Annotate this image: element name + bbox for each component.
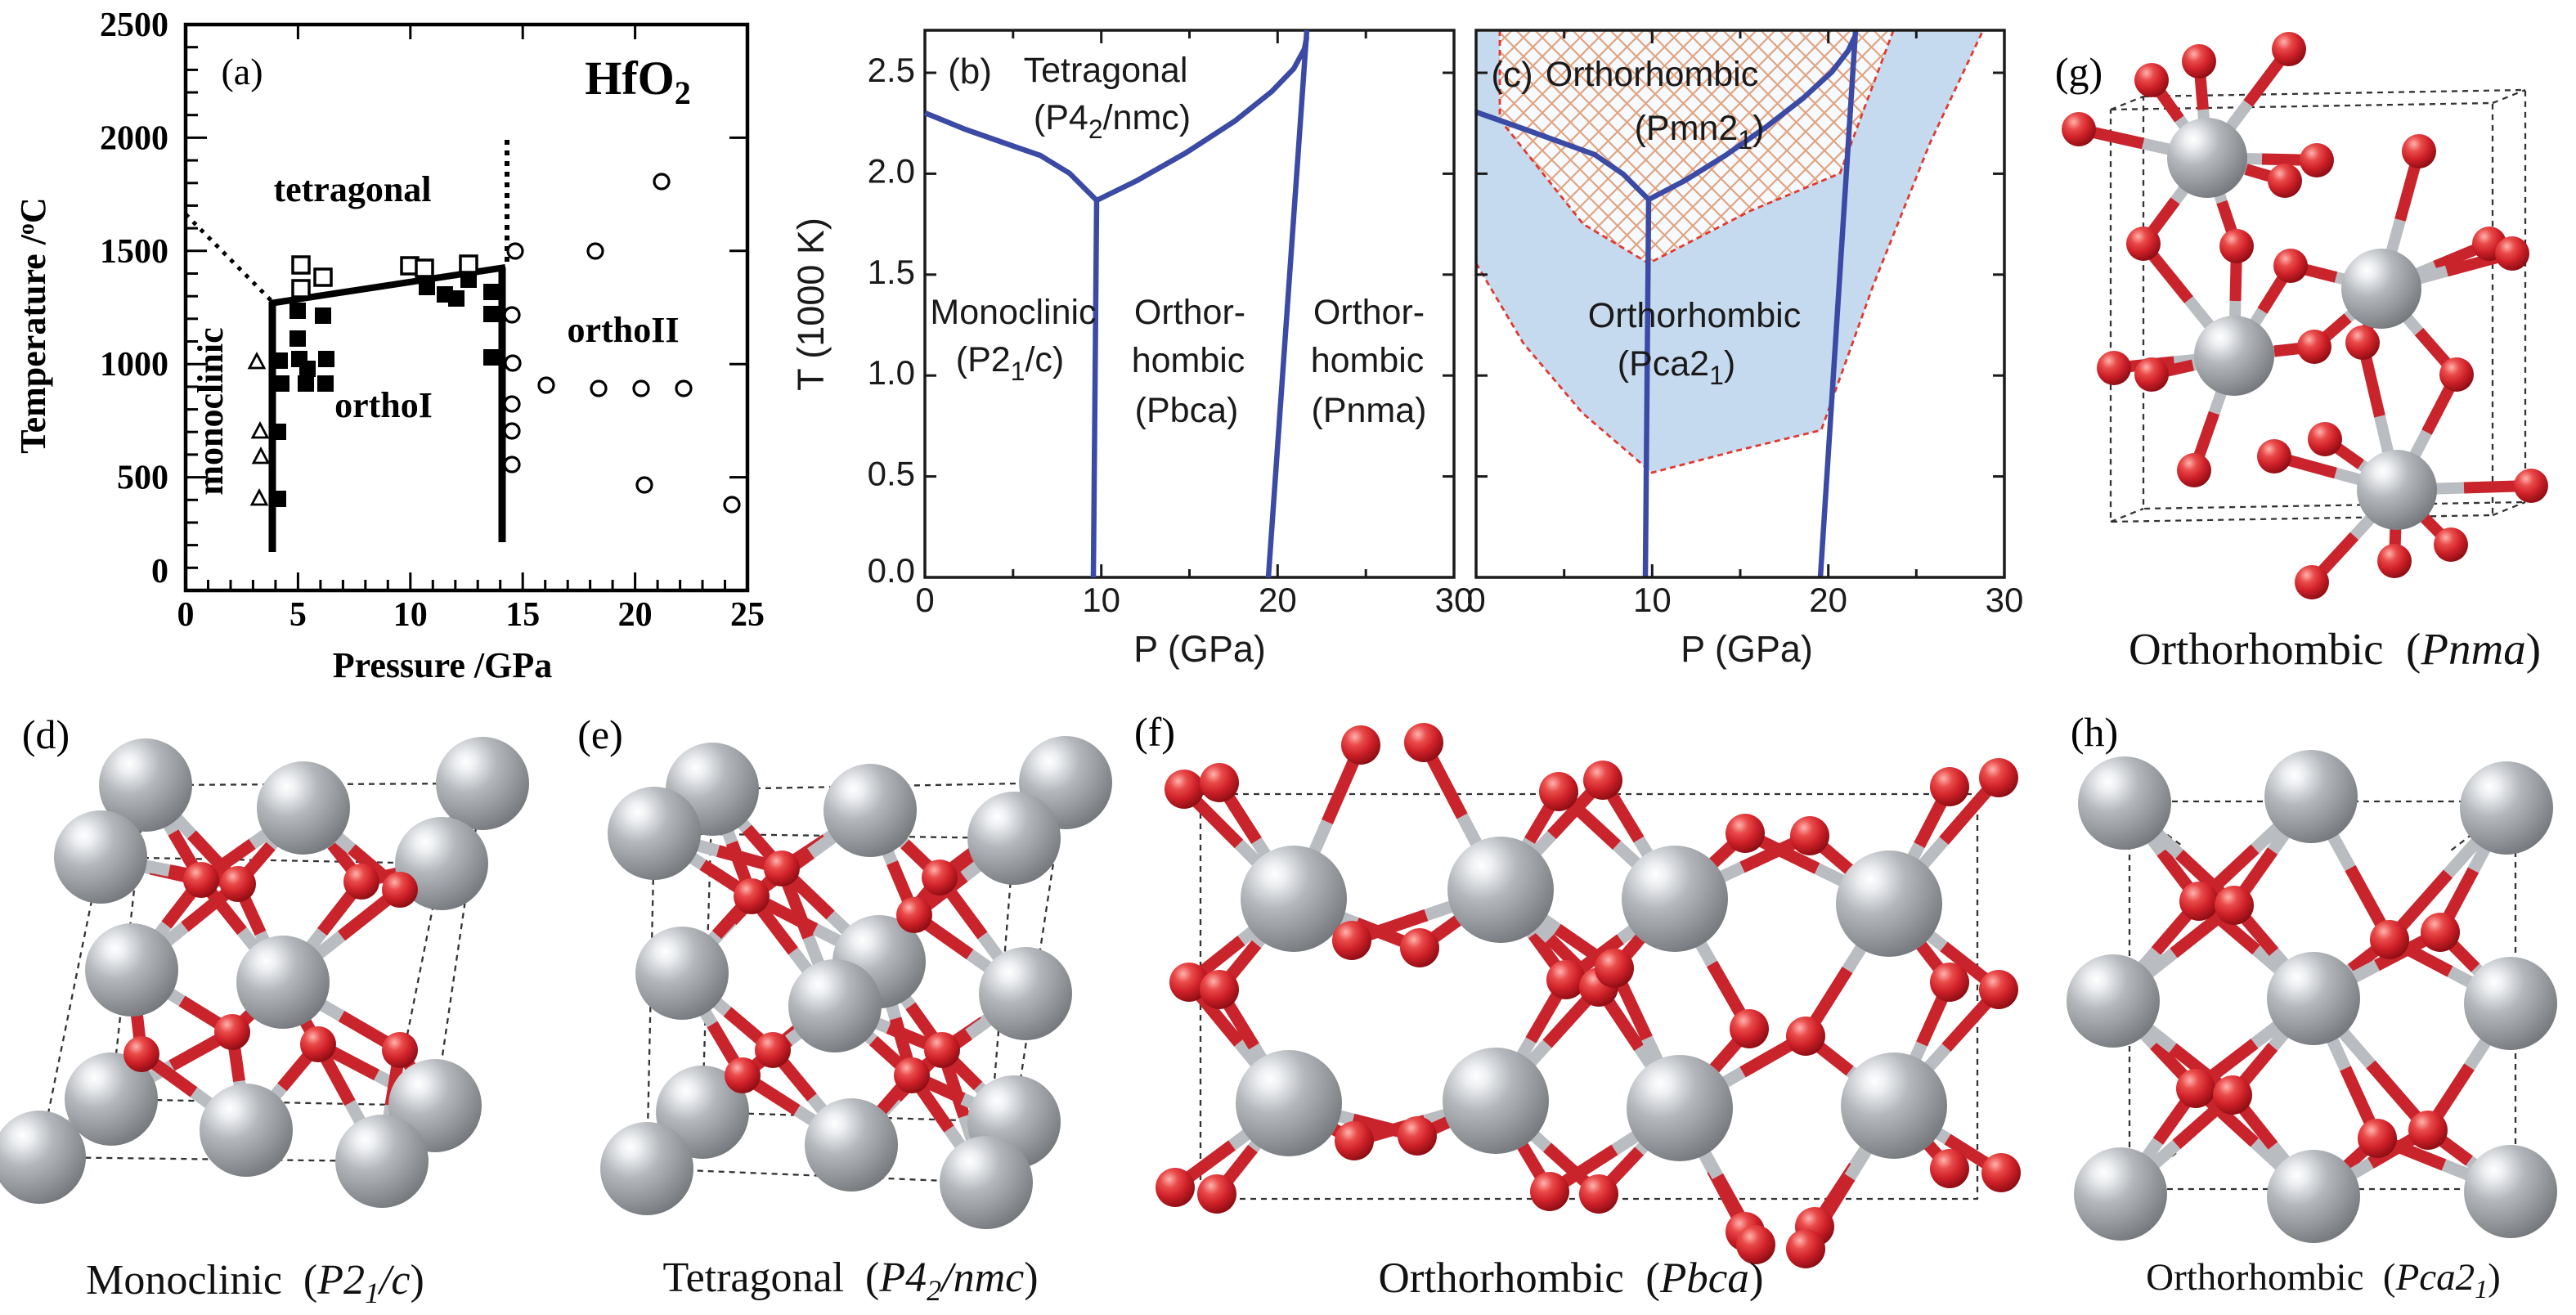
svg-text:(Pnma): (Pnma) (1312, 391, 1427, 430)
svg-text:Orthorhombic: Orthorhombic (1588, 296, 1801, 335)
svg-text:30: 30 (1435, 581, 1474, 619)
svg-text:HfO2: HfO2 (585, 52, 691, 111)
svg-text:10: 10 (393, 596, 428, 634)
svg-text:orthoII: orthoII (568, 310, 680, 350)
svg-text:orthoI: orthoI (334, 385, 433, 425)
svg-text:0: 0 (151, 553, 168, 590)
svg-text:Tetragonal (P42​/nmc): Tetragonal (P42​/nmc) (662, 1254, 1038, 1307)
svg-text:0.0: 0.0 (868, 551, 915, 590)
svg-text:Orthor-: Orthor- (1313, 293, 1425, 332)
svg-text:Monoclinic (P21​/c): Monoclinic (P21​/c) (86, 1257, 424, 1309)
svg-text:tetragonal: tetragonal (273, 169, 431, 209)
svg-text:(Pbca): (Pbca) (1135, 391, 1239, 430)
svg-text:1500: 1500 (100, 233, 168, 271)
svg-text:T (1000 K): T (1000 K) (790, 218, 832, 391)
svg-text:2000: 2000 (100, 119, 168, 157)
svg-text:(e): (e) (577, 711, 623, 757)
svg-text:20: 20 (618, 596, 653, 634)
svg-text:(g): (g) (2055, 49, 2103, 95)
svg-text:500: 500 (117, 460, 168, 497)
svg-text:monoclinic: monoclinic (191, 327, 231, 495)
svg-text:(P42/nmc): (P42/nmc) (1034, 98, 1191, 144)
svg-text:1.0: 1.0 (868, 353, 915, 392)
svg-text:0.5: 0.5 (868, 455, 915, 493)
svg-text:10: 10 (1633, 581, 1672, 619)
svg-text:P (GPa): P (GPa) (1133, 628, 1266, 670)
svg-text:20: 20 (1809, 581, 1847, 619)
svg-text:(c): (c) (1491, 55, 1533, 95)
svg-text:30: 30 (1986, 581, 2024, 619)
svg-text:Orthorhombic: Orthorhombic (1546, 55, 1758, 94)
svg-text:0: 0 (1466, 581, 1485, 619)
svg-text:(d): (d) (22, 711, 70, 757)
svg-text:Orthorhombic (Pnma): Orthorhombic (Pnma) (2129, 624, 2541, 674)
svg-text:25: 25 (730, 596, 765, 634)
svg-text:(b): (b) (948, 52, 992, 92)
svg-text:Orthorhombic (Pbca): Orthorhombic (Pbca) (1379, 1254, 1764, 1302)
svg-text:(h): (h) (2071, 709, 2118, 755)
svg-text:10: 10 (1082, 581, 1120, 619)
svg-text:5: 5 (289, 596, 307, 634)
svg-text:Monoclinic: Monoclinic (930, 293, 1096, 332)
svg-text:(a): (a) (221, 51, 263, 92)
svg-text:hombic: hombic (1311, 341, 1425, 380)
svg-text:0: 0 (177, 596, 195, 634)
svg-text:Pressure /GPa: Pressure /GPa (333, 645, 552, 685)
svg-text:Temperature /oC: Temperature /oC (13, 197, 53, 453)
svg-text:1.5: 1.5 (868, 253, 915, 291)
svg-text:Orthor-: Orthor- (1134, 293, 1245, 332)
svg-text:2.0: 2.0 (868, 151, 915, 190)
svg-text:(f): (f) (1134, 709, 1175, 755)
svg-text:hombic: hombic (1132, 341, 1245, 380)
svg-text:1000: 1000 (100, 346, 168, 384)
svg-text:2.5: 2.5 (868, 51, 915, 89)
svg-text:Tetragonal: Tetragonal (1024, 51, 1188, 90)
svg-text:Orthorhombic (Pca21​): Orthorhombic (Pca21​) (2146, 1256, 2501, 1304)
svg-text:20: 20 (1259, 581, 1297, 619)
svg-text:0: 0 (915, 581, 934, 619)
svg-text:(P21/c): (P21/c) (956, 340, 1065, 386)
svg-text:P (GPa): P (GPa) (1681, 628, 1813, 670)
svg-text:15: 15 (505, 596, 540, 634)
svg-text:2500: 2500 (100, 7, 168, 44)
